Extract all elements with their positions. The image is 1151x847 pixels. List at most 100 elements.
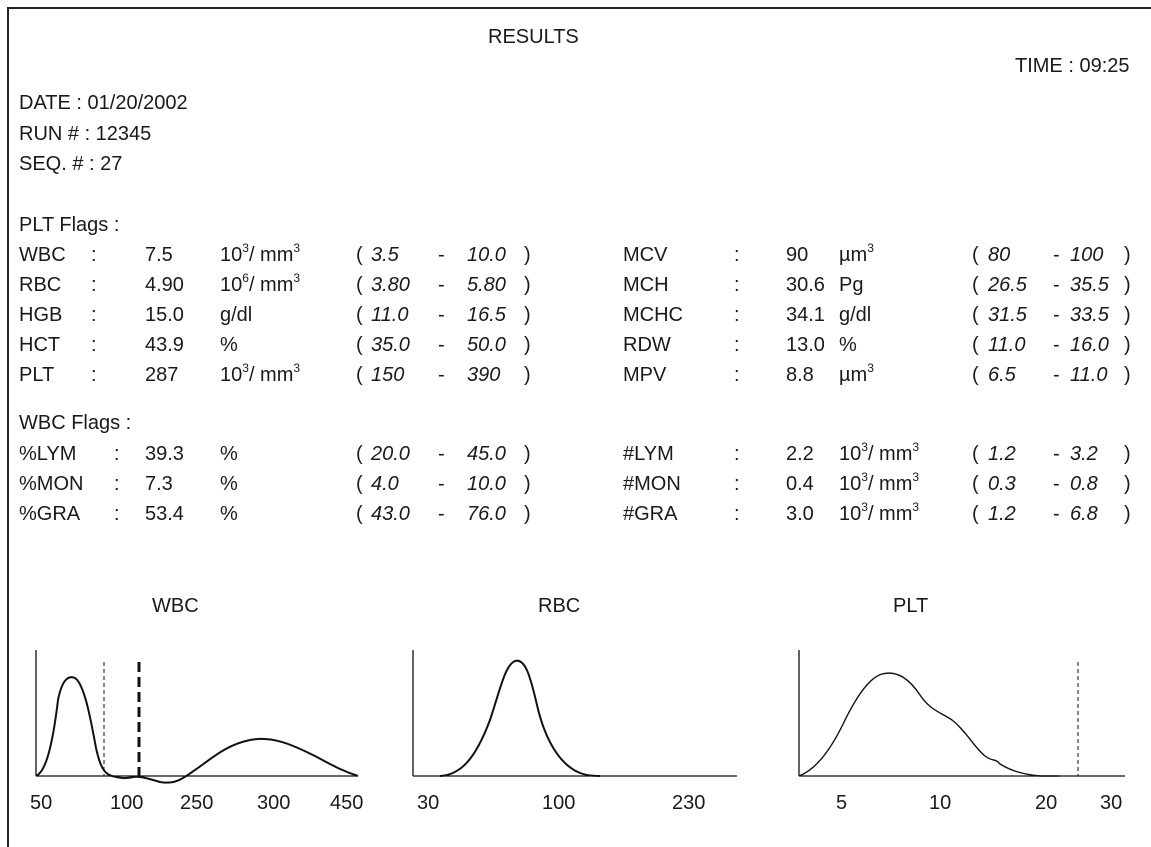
- mcv-range-dash: -: [1053, 244, 1060, 266]
- abs-lym-range-high: 3.2: [1070, 443, 1098, 465]
- report-frame: [7, 7, 1151, 847]
- pct-gra-unit: %: [220, 503, 238, 525]
- mchc-name: MCHC: [623, 304, 683, 326]
- hct-range-high: 50.0: [467, 334, 506, 356]
- pct-mon-range-low: 4.0: [371, 473, 399, 495]
- abs-lym-range-open: (: [972, 443, 979, 465]
- pct-gra-range-close: ): [524, 503, 531, 525]
- report-title: RESULTS: [488, 26, 579, 48]
- abs-lym-range-low: 1.2: [988, 443, 1016, 465]
- rbc-colon: :: [91, 274, 97, 296]
- mcv-name: MCV: [623, 244, 668, 266]
- wbc-histogram-title: WBC: [152, 595, 199, 617]
- rbc-range-dash: -: [438, 274, 445, 296]
- rdw-name: RDW: [623, 334, 671, 356]
- rdw-colon: :: [734, 334, 740, 356]
- pct-lym-range-high: 45.0: [467, 443, 506, 465]
- mch-range-close: ): [1124, 274, 1131, 296]
- wbc-curve: [35, 676, 359, 784]
- abs-mon-value: 0.4: [786, 473, 814, 495]
- mchc-value: 34.1: [786, 304, 825, 326]
- rdw-range-dash: -: [1053, 334, 1060, 356]
- wbc-tick-label: 50: [30, 792, 53, 814]
- rbc-range-low: 3.80: [371, 274, 410, 296]
- mchc-range-open: (: [972, 304, 979, 326]
- abs-gra-name: #GRA: [623, 503, 678, 525]
- pct-mon-name: %MON: [19, 473, 84, 495]
- hgb-range-open: (: [356, 304, 363, 326]
- rbc-range-high: 5.80: [467, 274, 506, 296]
- wbc-range-high: 10.0: [467, 244, 506, 266]
- wbc-colon: :: [91, 244, 97, 266]
- hct-value: 43.9: [145, 334, 184, 356]
- pct-gra-range-open: (: [356, 503, 363, 525]
- abs-lym-unit: 103/ mm3: [839, 440, 920, 465]
- plt-tick-label: 5: [836, 792, 848, 814]
- mpv-range-dash: -: [1053, 364, 1060, 386]
- plt-tick-label: 30: [1100, 792, 1123, 814]
- mchc-range-low: 31.5: [988, 304, 1027, 326]
- hgb-range-close: ): [524, 304, 531, 326]
- hct-range-low: 35.0: [371, 334, 410, 356]
- abs-lym-value: 2.2: [786, 443, 814, 465]
- mcv-unit: µm3: [839, 241, 874, 266]
- pct-lym-value: 39.3: [145, 443, 184, 465]
- rbc-unit: 106/ mm3: [220, 271, 301, 296]
- pct-lym-range-low: 20.0: [371, 443, 410, 465]
- rbc-tick-label: 230: [672, 792, 706, 814]
- pct-lym-range-dash: -: [438, 443, 445, 465]
- wbc-tick-label: 450: [330, 792, 364, 814]
- pct-mon-range-open: (: [356, 473, 363, 495]
- seq-label: SEQ. # : 27: [19, 153, 123, 175]
- plt-curve: [798, 672, 1060, 777]
- rbc-range-open: (: [356, 274, 363, 296]
- rbc-tick-label: 30: [417, 792, 440, 814]
- wbc-range-low: 3.5: [371, 244, 399, 266]
- mpv-range-close: ): [1124, 364, 1131, 386]
- wbc-tick-label: 300: [257, 792, 291, 814]
- rdw-value: 13.0: [786, 334, 825, 356]
- abs-gra-colon: :: [734, 503, 740, 525]
- wbc-tick-label: 250: [180, 792, 214, 814]
- wbc-unit: 103/ mm3: [220, 241, 301, 266]
- mch-range-dash: -: [1053, 274, 1060, 296]
- hgb-value: 15.0: [145, 304, 184, 326]
- hgb-unit: g/dl: [220, 304, 253, 326]
- mch-range-high: 35.5: [1070, 274, 1109, 296]
- mch-value: 30.6: [786, 274, 825, 296]
- abs-gra-range-open: (: [972, 503, 979, 525]
- mch-range-open: (: [972, 274, 979, 296]
- pct-lym-colon: :: [114, 443, 120, 465]
- plt-tick-label: 10: [929, 792, 952, 814]
- mpv-range-low: 6.5: [988, 364, 1016, 386]
- plt-unit: 103/ mm3: [220, 361, 301, 386]
- pct-mon-value: 7.3: [145, 473, 173, 495]
- pct-gra-range-low: 43.0: [371, 503, 410, 525]
- hgb-name: HGB: [19, 304, 63, 326]
- wbc-range-dash: -: [438, 244, 445, 266]
- abs-mon-range-high: 0.8: [1070, 473, 1098, 495]
- rbc-curve: [439, 659, 601, 777]
- mcv-range-open: (: [972, 244, 979, 266]
- plt-histogram-title: PLT: [893, 595, 929, 617]
- mch-name: MCH: [623, 274, 669, 296]
- abs-lym-range-dash: -: [1053, 443, 1060, 465]
- abs-gra-range-high: 6.8: [1070, 503, 1098, 525]
- hgb-range-dash: -: [438, 304, 445, 326]
- hgb-colon: :: [91, 304, 97, 326]
- plt-range-low: 150: [371, 364, 405, 386]
- mchc-colon: :: [734, 304, 740, 326]
- pct-lym-range-close: ): [524, 443, 531, 465]
- time-label: TIME : 09:25: [1015, 55, 1130, 77]
- wbc-name: WBC: [19, 244, 66, 266]
- pct-gra-colon: :: [114, 503, 120, 525]
- rbc-value: 4.90: [145, 274, 184, 296]
- mpv-unit: µm3: [839, 361, 874, 386]
- mcv-colon: :: [734, 244, 740, 266]
- pct-gra-name: %GRA: [19, 503, 81, 525]
- pct-mon-range-close: ): [524, 473, 531, 495]
- pct-mon-colon: :: [114, 473, 120, 495]
- mcv-range-low: 80: [988, 244, 1011, 266]
- rbc-tick-label: 100: [542, 792, 576, 814]
- mcv-range-close: ): [1124, 244, 1131, 266]
